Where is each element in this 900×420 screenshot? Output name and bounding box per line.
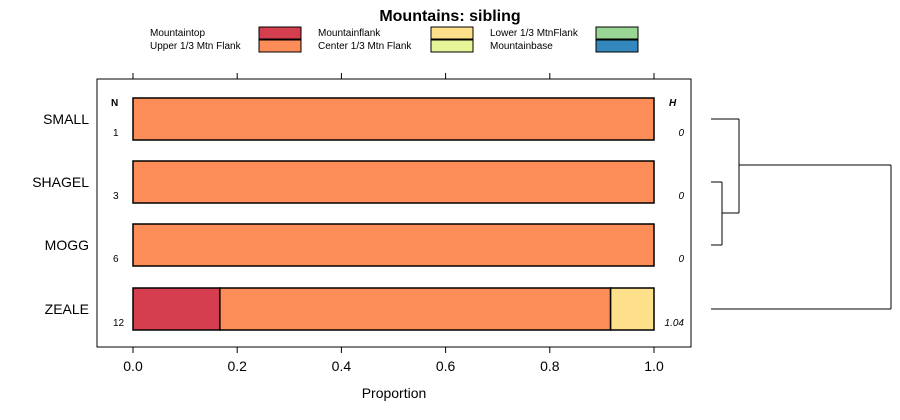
- x-axis: 0.0 0.2 0.4 0.6 0.8 1.0: [123, 73, 664, 374]
- legend-label-center-1-3-mtn-flank: Center 1/3 Mtn Flank: [318, 41, 412, 52]
- row-labels: SMALL 1 0 SHAGEL 3 0 MOGG 6 0 ZEALE 12 1.04: [32, 111, 684, 329]
- legend-swatch-lower-1-3-mtnflank: [595, 26, 639, 40]
- bar-segment: [132, 97, 655, 141]
- h-value: 0: [678, 191, 684, 202]
- bar-segment: [132, 287, 221, 331]
- legend: Mountaintop Upper 1/3 Mtn Flank Mountainfl…: [150, 26, 639, 53]
- legend-label-lower-1-3-mtnflank: Lower 1/3 MtnFlank: [490, 28, 579, 39]
- n-value: 6: [113, 254, 119, 265]
- bars: [132, 97, 655, 331]
- bar-segment: [132, 160, 655, 204]
- legend-swatch-center-1-3-mtn-flank: [430, 39, 474, 53]
- legend-label-mountainflank: Mountainflank: [318, 28, 381, 39]
- h-value: 0: [678, 254, 684, 265]
- legend-swatch-mountainbase: [595, 39, 639, 53]
- bar-segment: [132, 223, 655, 267]
- legend-label-mountainbase: Mountainbase: [490, 41, 553, 52]
- x-tick-label: 0.8: [540, 358, 560, 374]
- x-tick-label: 1.0: [644, 358, 664, 374]
- n-value: 1: [113, 128, 119, 139]
- x-tick-label: 0.2: [227, 358, 247, 374]
- chart-title: Mountains: sibling: [379, 8, 520, 25]
- bar-segment: [609, 287, 655, 331]
- n-column-header: N: [111, 98, 118, 109]
- bar-segment: [219, 287, 612, 331]
- h-value: 1.04: [665, 318, 685, 329]
- plot-frame: [96, 78, 692, 348]
- legend-label-mountaintop: Mountaintop: [150, 28, 205, 39]
- legend-swatch-upper-1-3-mtn-flank: [258, 39, 302, 53]
- legend-swatch-mountainflank: [430, 26, 474, 40]
- legend-swatch-mountaintop: [258, 26, 302, 40]
- x-axis-label: Proportion: [362, 385, 427, 401]
- dendrogram: [711, 118, 892, 310]
- category-label: MOGG: [45, 237, 89, 253]
- x-tick-label: 0.4: [332, 358, 352, 374]
- x-tick-label: 0.0: [123, 358, 143, 374]
- category-label: ZEALE: [45, 301, 89, 317]
- n-value: 3: [113, 191, 119, 202]
- h-value: 0: [678, 128, 684, 139]
- n-value: 12: [113, 318, 125, 329]
- x-tick-label: 0.6: [436, 358, 456, 374]
- category-label: SHAGEL: [32, 174, 89, 190]
- h-column-header: H: [669, 98, 677, 109]
- category-label: SMALL: [43, 111, 89, 127]
- legend-label-upper-1-3-mtn-flank: Upper 1/3 Mtn Flank: [150, 41, 242, 52]
